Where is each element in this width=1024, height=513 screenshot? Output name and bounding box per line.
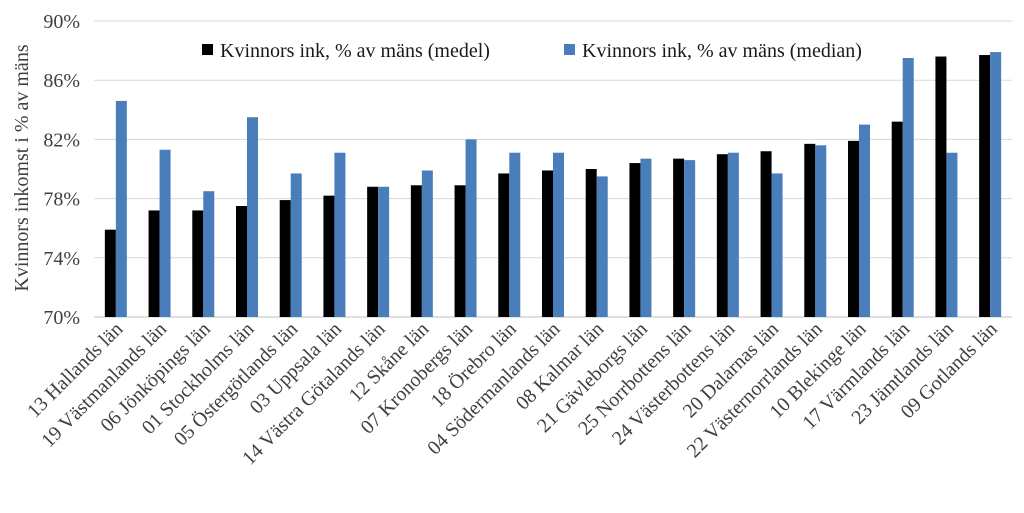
bar-median-6 bbox=[334, 152, 346, 317]
bar-medel-11 bbox=[542, 170, 553, 317]
legend: Kvinnors ink, % av mäns (medel) Kvinnors… bbox=[202, 40, 862, 62]
bar-medel-5 bbox=[279, 200, 291, 317]
bar-median-7 bbox=[378, 186, 390, 317]
y-axis-label: Kvinnors inkomst i % av mäns bbox=[11, 44, 33, 291]
y-tick-label: 78% bbox=[43, 189, 80, 211]
bar-median-16 bbox=[771, 173, 783, 317]
bar-median-9 bbox=[465, 139, 477, 317]
bar-medel-8 bbox=[410, 185, 422, 317]
bar-medel-12 bbox=[585, 169, 597, 317]
y-tick-label: 90% bbox=[43, 11, 80, 33]
y-tick-labels: 70% 74% 78% 82% 86% 90% bbox=[43, 11, 80, 329]
bar-median-5 bbox=[290, 173, 302, 317]
bar-median-10 bbox=[509, 152, 521, 317]
bar-medel-6 bbox=[323, 195, 335, 317]
legend-label-median: Kvinnors ink, % av mäns (median) bbox=[582, 40, 862, 62]
bar-medel-4 bbox=[236, 206, 247, 317]
bars bbox=[104, 52, 1002, 318]
bar-medel-10 bbox=[498, 173, 510, 317]
bar-medel-9 bbox=[454, 185, 466, 317]
bar-median-21 bbox=[990, 52, 1002, 318]
bar-median-4 bbox=[247, 117, 258, 317]
bar-median-18 bbox=[859, 124, 870, 317]
bar-medel-3 bbox=[192, 210, 204, 317]
bar-median-15 bbox=[727, 152, 739, 317]
legend-swatch-median bbox=[564, 44, 575, 55]
bar-median-20 bbox=[946, 152, 958, 317]
bar-medel-16 bbox=[760, 151, 772, 317]
bar-median-13 bbox=[640, 158, 652, 317]
bar-median-12 bbox=[596, 176, 608, 317]
bar-median-1 bbox=[115, 100, 127, 317]
y-tick-label: 82% bbox=[43, 129, 80, 151]
bar-median-19 bbox=[902, 58, 914, 317]
bar-median-2 bbox=[159, 149, 171, 317]
legend-label-medel: Kvinnors ink, % av mäns (medel) bbox=[220, 40, 490, 62]
bar-medel-21 bbox=[979, 55, 991, 317]
bar-medel-14 bbox=[673, 158, 685, 317]
bar-median-14 bbox=[684, 160, 696, 317]
bar-medel-19 bbox=[891, 121, 903, 317]
y-tick-label: 86% bbox=[43, 70, 80, 92]
bar-median-17 bbox=[815, 145, 827, 317]
bar-medel-18 bbox=[848, 140, 859, 317]
bar-medel-13 bbox=[629, 163, 641, 317]
bar-median-3 bbox=[203, 191, 215, 317]
bar-median-8 bbox=[421, 170, 433, 317]
bar-median-11 bbox=[553, 152, 564, 317]
bar-medel-17 bbox=[804, 143, 816, 317]
legend-swatch-medel bbox=[202, 44, 213, 55]
bar-medel-20 bbox=[935, 56, 947, 318]
y-tick-label: 74% bbox=[43, 248, 80, 270]
bar-medel-15 bbox=[716, 154, 728, 317]
y-tick-label: 70% bbox=[43, 307, 80, 329]
bar-medel-2 bbox=[148, 210, 160, 317]
bar-medel-1 bbox=[104, 229, 116, 317]
bar-medel-7 bbox=[367, 186, 379, 317]
